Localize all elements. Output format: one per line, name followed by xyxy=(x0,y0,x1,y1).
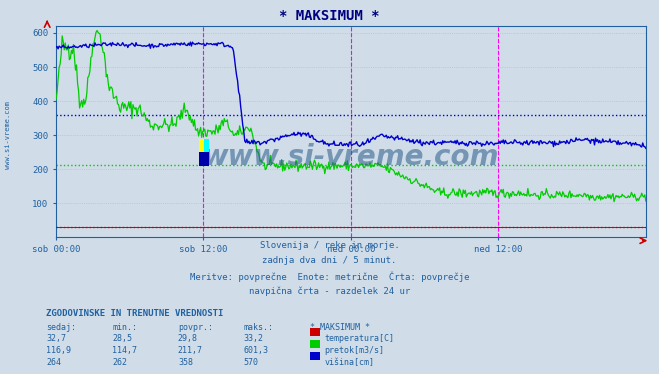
Text: 114,7: 114,7 xyxy=(112,346,137,355)
Text: min.:: min.: xyxy=(112,323,137,332)
Text: navpična črta - razdelek 24 ur: navpična črta - razdelek 24 ur xyxy=(249,286,410,295)
Text: * MAKSIMUM *: * MAKSIMUM * xyxy=(279,9,380,23)
Text: 32,7: 32,7 xyxy=(46,334,66,343)
Text: Slovenija / reke in morje.: Slovenija / reke in morje. xyxy=(260,241,399,250)
Text: 601,3: 601,3 xyxy=(244,346,269,355)
Text: 116,9: 116,9 xyxy=(46,346,71,355)
Text: www.si-vreme.com: www.si-vreme.com xyxy=(5,101,11,169)
Text: višina[cm]: višina[cm] xyxy=(324,358,374,367)
Text: * MAKSIMUM *: * MAKSIMUM * xyxy=(310,323,370,332)
Text: 28,5: 28,5 xyxy=(112,334,132,343)
Text: zadnja dva dni / 5 minut.: zadnja dva dni / 5 minut. xyxy=(262,256,397,265)
Text: 358: 358 xyxy=(178,358,193,367)
Text: povpr.:: povpr.: xyxy=(178,323,213,332)
Text: 262: 262 xyxy=(112,358,127,367)
Text: temperatura[C]: temperatura[C] xyxy=(324,334,394,343)
Text: 33,2: 33,2 xyxy=(244,334,264,343)
Text: Meritve: povprečne  Enote: metrične  Črta: povprečje: Meritve: povprečne Enote: metrične Črta:… xyxy=(190,271,469,282)
Text: pretok[m3/s]: pretok[m3/s] xyxy=(324,346,384,355)
Text: 264: 264 xyxy=(46,358,61,367)
Bar xyxy=(199,139,204,152)
Text: 211,7: 211,7 xyxy=(178,346,203,355)
Bar xyxy=(199,152,210,166)
Text: ZGODOVINSKE IN TRENUTNE VREDNOSTI: ZGODOVINSKE IN TRENUTNE VREDNOSTI xyxy=(46,309,223,318)
Text: sedaj:: sedaj: xyxy=(46,323,76,332)
Text: maks.:: maks.: xyxy=(244,323,274,332)
Text: www.si-vreme.com: www.si-vreme.com xyxy=(203,143,499,171)
Text: 570: 570 xyxy=(244,358,259,367)
Bar xyxy=(204,139,210,152)
Text: 29,8: 29,8 xyxy=(178,334,198,343)
